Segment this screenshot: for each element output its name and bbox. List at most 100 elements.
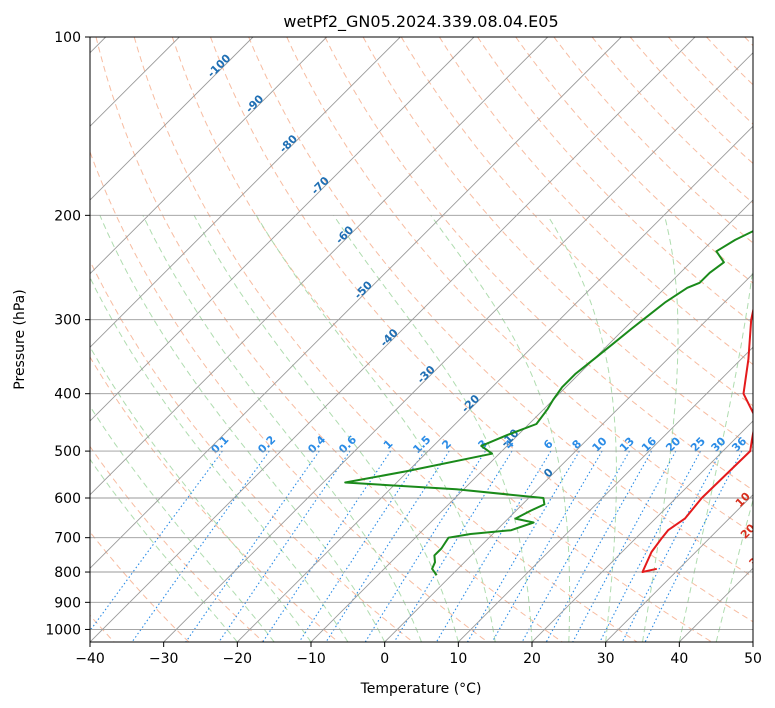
mixing-ratio-line	[435, 450, 552, 642]
dry-adiabat-label: 40	[770, 578, 775, 598]
moist-adiabat	[255, 215, 496, 642]
x-axis-title: Temperature (°C)	[360, 681, 482, 697]
dry-adiabat	[90, 150, 488, 642]
y-tick-label: 600	[54, 491, 81, 507]
mixing-ratio-line	[467, 450, 580, 642]
mixing-ratio-line	[599, 450, 701, 642]
mixing-ratio-label: 1.5	[410, 433, 433, 456]
mixing-ratio-label: 13	[617, 435, 637, 455]
mixing-ratio-line	[364, 450, 486, 642]
mixing-ratio-label: 0.1	[208, 433, 231, 456]
mixing-ratio-line	[621, 450, 722, 642]
dry-adiabat	[95, 37, 563, 642]
mixing-ratio-label: 0.6	[336, 433, 359, 456]
isotherm-line	[457, 346, 753, 642]
dry-adiabat	[133, 37, 638, 642]
x-tick-label: 40	[670, 651, 688, 667]
mixing-ratio-label: 36	[729, 434, 749, 454]
isotherm-label: -70	[309, 174, 332, 197]
mixing-ratio-line	[491, 450, 603, 642]
x-axis: −40 −30 −20 −10 0 10 20 30 40 50	[75, 642, 762, 667]
isotherm-line	[531, 420, 753, 642]
moist-adiabat	[333, 215, 533, 642]
moist-adiabat	[90, 346, 312, 642]
dry-adiabat	[438, 37, 753, 366]
isotherm-line	[384, 273, 753, 642]
mixing-ratio-line	[185, 450, 320, 642]
isotherm-line	[236, 125, 753, 642]
x-tick-label: 10	[449, 651, 467, 667]
dry-adiabat	[90, 531, 190, 642]
mixing-ratio-label: 2	[439, 437, 454, 452]
mixing-ratio-label: 30	[709, 434, 729, 454]
x-tick-label: −30	[149, 651, 179, 667]
dry-adiabat-label: 20	[738, 521, 758, 541]
y-axis-title: Pressure (hPa)	[12, 289, 28, 389]
mixing-ratio-line	[90, 450, 223, 632]
moist-adiabat	[99, 215, 386, 642]
isotherm-label: -60	[333, 223, 356, 246]
isotherm-line	[90, 37, 254, 201]
x-tick-label: 0	[380, 651, 389, 667]
moist-adiabat	[547, 215, 617, 642]
moist-adiabat	[90, 458, 238, 642]
plot-area: 0.1 0.2 0.4 0.6 1 1.5 2 3 4 6 8 10 13 16 20 25 30 36-100-…	[90, 37, 775, 642]
y-tick-label: 400	[54, 387, 81, 403]
dry-adiabat	[90, 356, 339, 642]
dry-adiabat	[171, 37, 712, 642]
isotherm-line	[90, 37, 622, 569]
isotherm-line	[90, 37, 549, 496]
mixing-ratio-line	[572, 450, 677, 642]
isotherm-label: -50	[352, 278, 375, 301]
mixing-ratio-line	[262, 450, 392, 642]
dry-adiabat	[90, 445, 264, 642]
isotherm-line	[90, 37, 401, 348]
y-tick-label: 700	[54, 531, 81, 547]
isotherm-label: -100	[205, 51, 234, 80]
dry-adiabat	[324, 37, 753, 491]
isotherm-line	[752, 641, 753, 642]
chart-title: wetPf2_GN05.2024.339.08.04.E05	[283, 12, 558, 32]
mixing-ratio-line	[644, 450, 743, 642]
x-tick-label: 20	[523, 651, 541, 667]
moist-adiabat	[430, 215, 571, 642]
isotherm-label: -40	[378, 326, 401, 349]
y-tick-label: 900	[54, 595, 81, 611]
isotherm-label: -90	[243, 92, 266, 115]
moist-adiabat	[642, 215, 679, 642]
isotherm-line	[90, 37, 696, 642]
mixing-ratio-label: 0.2	[255, 433, 278, 456]
mixing-ratio-line	[218, 450, 351, 642]
isotherm-label: -30	[415, 363, 438, 386]
x-tick-label: 30	[597, 651, 615, 667]
series-temperature-line	[641, 306, 753, 573]
x-tick-label: −10	[296, 651, 326, 667]
dry-adiabat	[248, 37, 753, 578]
y-axis: 100 200 300 400 500 600 700 800 900 1000	[45, 30, 90, 638]
mixing-ratio-label: 0.4	[305, 433, 328, 456]
plot-frame	[89, 36, 754, 643]
isotherm-line	[90, 37, 475, 422]
y-tick-label: 100	[54, 30, 81, 46]
mixing-ratio-line	[545, 450, 653, 642]
dry-adiabat-label: 30	[747, 549, 767, 569]
mixing-ratio-label: 10	[590, 434, 610, 454]
y-tick-label: 300	[54, 313, 81, 329]
y-tick-label: 800	[54, 565, 81, 581]
dry-adiabat	[90, 259, 414, 642]
y-tick-label: 200	[54, 208, 81, 224]
dry-adiabat	[706, 37, 753, 86]
y-tick-label: 500	[54, 444, 81, 460]
isotherm-label: -20	[459, 392, 482, 415]
moist-adiabat	[678, 264, 753, 642]
mixing-ratio-label: 25	[688, 435, 708, 455]
series-dewpoint-line	[344, 230, 753, 576]
dry-adiabat	[553, 37, 753, 244]
mixing-ratio-line	[131, 450, 270, 642]
moist-adiabat	[90, 276, 349, 642]
isotherm-line	[90, 37, 328, 275]
dry-adiabat-label: 10	[733, 490, 753, 510]
mixing-ratio-line	[325, 450, 450, 642]
mixing-ratio-label: 20	[663, 434, 683, 454]
